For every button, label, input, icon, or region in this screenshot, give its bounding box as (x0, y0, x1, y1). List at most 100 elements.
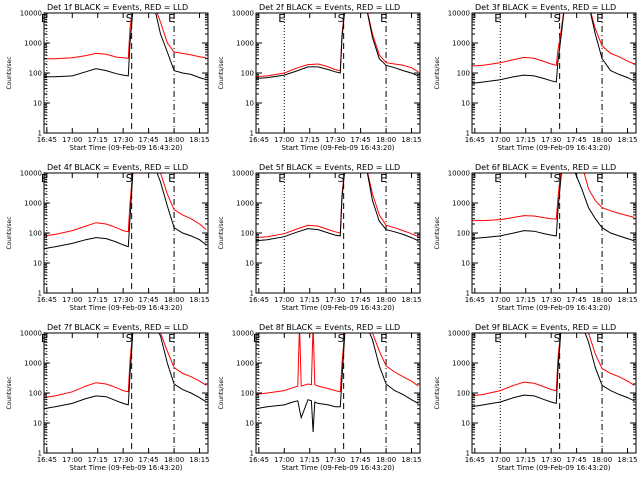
x-tick-label: 18:15 (617, 296, 637, 304)
y-tick-label: 1 (466, 290, 470, 298)
series-group (256, 173, 419, 242)
x-tick-label: 16:45 (249, 456, 269, 464)
y-tick-label: 1 (250, 130, 254, 138)
y-tick-label: 1000 (452, 360, 470, 368)
marker-label: E (494, 172, 501, 185)
series-group (256, 333, 419, 433)
series-line-events (472, 13, 635, 84)
x-tick-label: 17:00 (490, 296, 510, 304)
y-tick-label: 10000 (232, 10, 254, 18)
y-tick-label: 1000 (236, 200, 254, 208)
x-axis-label: Start Time (09-Feb-09 16:43:20) (69, 464, 182, 472)
x-tick-label: 18:00 (592, 456, 612, 464)
marker-label: S (338, 12, 345, 25)
y-tick-label: 100 (29, 70, 42, 78)
x-tick-label: 18:00 (376, 136, 396, 144)
y-tick-label: 1 (466, 130, 470, 138)
x-tick-label: 17:15 (300, 296, 320, 304)
y-tick-label: 10000 (232, 170, 254, 178)
x-tick-label: 17:45 (351, 456, 371, 464)
x-axis-label: Start Time (09-Feb-09 16:43:20) (281, 464, 394, 472)
y-tick-label: 10000 (448, 10, 470, 18)
marker-label: E (168, 172, 175, 185)
x-tick-label: 17:00 (274, 136, 294, 144)
marker-label: E (494, 12, 501, 25)
x-axis-label: Start Time (09-Feb-09 16:43:20) (281, 144, 394, 152)
x-tick-label: 16:45 (37, 456, 57, 464)
marker-label: E (380, 12, 387, 25)
x-tick-label: 18:15 (617, 136, 637, 144)
x-tick-label: 16:45 (37, 136, 57, 144)
x-tick-label: 18:15 (401, 296, 421, 304)
panel-title: Det 1f BLACK = Events, RED = LLD (47, 3, 188, 12)
y-tick-label: 10 (245, 260, 254, 268)
series-line-lld (256, 173, 419, 239)
x-axis-label: Start Time (09-Feb-09 16:43:20) (497, 144, 610, 152)
x-tick-label: 17:15 (300, 456, 320, 464)
panel-title: Det 7f BLACK = Events, RED = LLD (47, 323, 188, 332)
x-tick-label: 18:00 (164, 136, 184, 144)
marker-label: S (554, 332, 561, 345)
y-tick-label: 1000 (236, 40, 254, 48)
x-tick-label: 16:45 (465, 296, 485, 304)
series-line-lld (472, 173, 635, 222)
series-line-lld (44, 173, 207, 237)
x-tick-label: 17:45 (567, 296, 587, 304)
x-tick-label: 18:00 (592, 296, 612, 304)
y-tick-label: 10000 (448, 330, 470, 338)
series-line-events (44, 13, 207, 81)
x-tick-label: 17:30 (113, 456, 133, 464)
y-axis-label: Counts/sec (434, 56, 441, 89)
panel-title: Det 6f BLACK = Events, RED = LLD (475, 163, 616, 172)
y-tick-label: 1 (38, 450, 42, 458)
y-tick-label: 100 (457, 390, 470, 398)
y-tick-label: 100 (29, 390, 42, 398)
panel-title: Det 8f BLACK = Events, RED = LLD (259, 323, 400, 332)
x-tick-label: 17:15 (516, 456, 536, 464)
x-axis-label: Start Time (09-Feb-09 16:43:20) (497, 304, 610, 312)
marker-label: E (494, 332, 501, 345)
panel-title: Det 4f BLACK = Events, RED = LLD (47, 163, 188, 172)
y-tick-label: 1 (38, 290, 42, 298)
marker-label: E (168, 12, 175, 25)
marker-label: E (596, 332, 603, 345)
y-tick-label: 10 (33, 420, 42, 428)
x-tick-label: 18:00 (164, 296, 184, 304)
marker-label: S (126, 12, 133, 25)
marker-label: E (596, 12, 603, 25)
y-tick-label: 10 (461, 100, 470, 108)
y-axis-label: Counts/sec (434, 216, 441, 249)
series-group (472, 333, 635, 408)
series-group (44, 333, 207, 410)
x-tick-label: 17:30 (325, 296, 345, 304)
y-tick-label: 10 (33, 100, 42, 108)
x-tick-label: 17:15 (88, 456, 108, 464)
x-axis-label: Start Time (09-Feb-09 16:43:20) (69, 144, 182, 152)
series-group (44, 13, 207, 81)
series-group (472, 13, 635, 84)
y-axis-label: Counts/sec (218, 216, 225, 249)
x-tick-label: 17:30 (541, 296, 561, 304)
marker-label: S (554, 12, 561, 25)
x-tick-label: 18:00 (376, 296, 396, 304)
x-tick-label: 18:15 (189, 296, 209, 304)
x-tick-label: 17:00 (274, 296, 294, 304)
series-line-events (44, 333, 207, 410)
x-tick-label: 18:00 (592, 136, 612, 144)
series-line-lld (472, 13, 635, 67)
x-tick-label: 18:15 (189, 136, 209, 144)
y-tick-label: 10 (33, 260, 42, 268)
y-tick-label: 10 (245, 420, 254, 428)
y-tick-label: 1000 (452, 200, 470, 208)
x-tick-label: 17:15 (516, 136, 536, 144)
series-line-lld (472, 333, 635, 397)
x-tick-label: 17:30 (541, 136, 561, 144)
series-line-events (256, 173, 419, 242)
x-tick-label: 17:45 (139, 296, 159, 304)
x-tick-label: 17:15 (88, 296, 108, 304)
y-axis-label: Counts/sec (6, 376, 13, 409)
